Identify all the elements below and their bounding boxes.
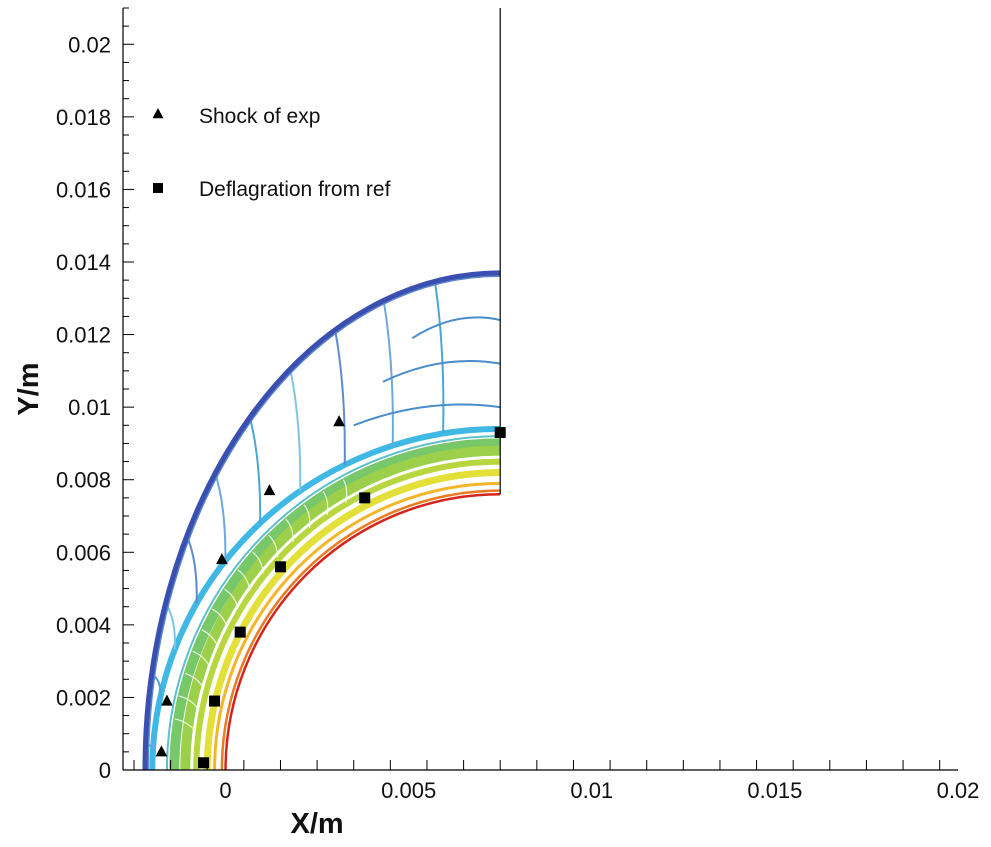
- flame-wrinkle-2: [184, 672, 205, 689]
- wave-line-9: [433, 281, 445, 434]
- flame-wrinkle-1: [178, 695, 200, 711]
- deflagration-ref-point: [234, 626, 246, 638]
- legend-label: Shock of exp: [199, 105, 320, 128]
- legend-square-marker: [153, 183, 163, 193]
- legend-triangle-marker: [152, 108, 164, 119]
- wave-line-5: [248, 416, 262, 524]
- flame-band-8: [224, 492, 501, 771]
- deflagration-ref-point: [494, 427, 506, 439]
- flame-wrinkle-13: [342, 479, 348, 504]
- legend-label: Deflagration from ref: [199, 178, 391, 201]
- points-layer: [155, 415, 506, 769]
- flame-wrinkle-10: [285, 518, 294, 542]
- wave-line-8: [382, 300, 394, 446]
- shock-exp-point: [155, 745, 168, 757]
- right-wave-2: [411, 316, 501, 340]
- flame-band-2: [169, 438, 501, 771]
- shock-exp-point: [161, 694, 173, 706]
- x-tick-label: 0: [219, 778, 231, 803]
- x-axis-title: X/m: [291, 808, 344, 840]
- flame-wrinkle-3: [192, 650, 211, 669]
- y-tick-label: 0.002: [56, 685, 111, 710]
- x-tick-label: 0.02: [937, 778, 980, 803]
- shock-exp-point: [263, 484, 276, 496]
- flame-wrinkle-5: [212, 608, 228, 628]
- y-tick-label: 0.02: [68, 32, 111, 57]
- y-tick-label: 0.018: [56, 105, 111, 130]
- flame-wrinkle-11: [303, 504, 311, 528]
- y-axis-title: Y/m: [13, 362, 45, 415]
- y-tick-label: 0: [99, 758, 111, 783]
- axes-layer: 0 0.002 0.004 0.006 0.008 0.01 0.012 0.014 0.016…: [13, 7, 980, 840]
- flame-band-0: [149, 425, 501, 771]
- deflagration-ref-point: [209, 695, 221, 707]
- flame-band-1: [165, 435, 501, 771]
- deflagration-ref-point: [198, 757, 210, 769]
- wave-line-4: [214, 472, 227, 561]
- contour-layer: [142, 8, 501, 771]
- y-tick-label: 0.006: [56, 540, 111, 565]
- shock-front-line: [142, 270, 501, 771]
- right-wave-1: [382, 359, 501, 383]
- flame-wrinkle-9: [268, 534, 279, 558]
- flame-wrinkle-0: [174, 718, 196, 732]
- shock-inner-line: [146, 274, 501, 771]
- wave-line-7: [334, 329, 346, 465]
- shock-exp-point: [216, 553, 228, 565]
- legend: Shock of exp Deflagration from ref: [152, 105, 391, 201]
- y-tick-label: 0.008: [56, 468, 111, 493]
- flame-wrinkle-7: [237, 569, 251, 591]
- y-tick-label: 0.016: [56, 177, 111, 202]
- y-tick-label: 0.014: [56, 250, 111, 275]
- deflagration-ref-point: [274, 561, 286, 573]
- flame-band-6: [213, 481, 501, 771]
- y-tick-label: 0.004: [56, 613, 111, 638]
- flame-wrinkle-8: [252, 551, 264, 574]
- flame-wrinkle-4: [201, 629, 219, 648]
- flame-band-7: [220, 489, 501, 771]
- flame-wrinkle-6: [224, 588, 239, 609]
- x-tick-label: 0.015: [747, 778, 802, 803]
- flame-band-3: [180, 445, 501, 771]
- right-wave-0: [353, 403, 501, 427]
- deflagration-ref-point: [359, 492, 371, 504]
- flame-wrinkle-12: [322, 491, 329, 515]
- y-tick-label: 0.012: [56, 323, 111, 348]
- shock-exp-point: [333, 415, 345, 427]
- x-tick-label: 0.005: [381, 778, 436, 803]
- wave-line-6: [289, 368, 302, 491]
- flame-band-4: [193, 458, 501, 771]
- x-tick-label: 0.01: [570, 778, 613, 803]
- y-tick-label: 0.01: [68, 395, 111, 420]
